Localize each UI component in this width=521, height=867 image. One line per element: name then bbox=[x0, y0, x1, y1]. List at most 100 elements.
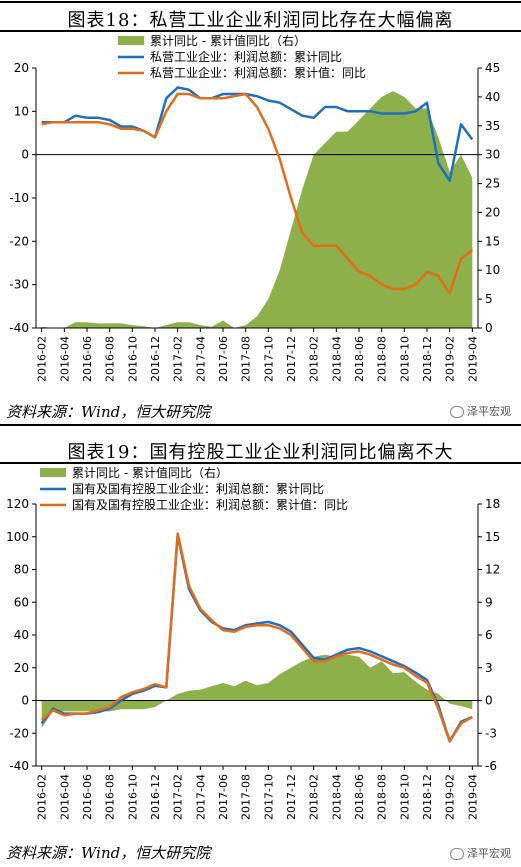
x-tick-label: 2018-10 bbox=[398, 336, 411, 382]
left-tick-label: 60 bbox=[14, 595, 29, 609]
x-tick-label: 2016-06 bbox=[81, 774, 94, 820]
x-tick-label: 2018-06 bbox=[353, 336, 366, 382]
right-tick-label: 45 bbox=[485, 61, 500, 75]
area-series bbox=[41, 91, 473, 328]
x-tick-label: 2018-04 bbox=[330, 774, 343, 820]
title-rule bbox=[0, 462, 521, 464]
x-tick-label: 2018-12 bbox=[421, 336, 434, 382]
left-tick-label: -40 bbox=[9, 759, 29, 773]
right-tick-label: 15 bbox=[485, 234, 500, 248]
watermark-text: 泽平宏观 bbox=[467, 847, 511, 860]
x-tick-label: 2018-02 bbox=[308, 336, 321, 382]
x-tick-label: 2016-04 bbox=[58, 336, 71, 382]
x-tick-label: 2019-02 bbox=[444, 774, 457, 820]
watermark: 泽平宏观 bbox=[450, 403, 511, 419]
x-tick-label: 2017-04 bbox=[194, 774, 207, 820]
legend-label: 私营工业企业：利润总额：累计值：同比 bbox=[150, 65, 366, 80]
source-note: 资料来源：Wind，恒大研究院 bbox=[6, 844, 211, 862]
right-tick-label: 15 bbox=[485, 530, 500, 544]
x-tick-label: 2017-12 bbox=[285, 774, 298, 820]
x-tick-label: 2017-10 bbox=[262, 336, 275, 382]
left-tick-label: -20 bbox=[9, 726, 29, 740]
x-tick-label: 2017-06 bbox=[217, 336, 230, 382]
legend-label: 国有及国有控股工业企业：利润总额：累计同比 bbox=[72, 481, 324, 496]
watermark: 泽平宏观 bbox=[450, 845, 511, 861]
left-tick-label: 80 bbox=[14, 563, 29, 577]
x-tick-label: 2016-04 bbox=[58, 774, 71, 820]
left-tick-label: -20 bbox=[9, 234, 29, 248]
left-tick-label: 0 bbox=[21, 694, 29, 708]
right-tick-label: 3 bbox=[485, 661, 493, 675]
left-tick-label: -30 bbox=[9, 278, 29, 292]
right-tick-label: 12 bbox=[485, 563, 500, 577]
x-tick-label: 2016-12 bbox=[149, 774, 162, 820]
x-tick-label: 2019-04 bbox=[466, 774, 479, 820]
x-tick-label: 2018-06 bbox=[353, 774, 366, 820]
x-tick-label: 2017-04 bbox=[194, 336, 207, 382]
x-tick-label: 2016-10 bbox=[126, 336, 139, 382]
x-tick-label: 2017-08 bbox=[240, 336, 253, 382]
x-tick-label: 2018-04 bbox=[330, 336, 343, 382]
left-tick-label: 0 bbox=[21, 148, 29, 162]
right-tick-label: 0 bbox=[485, 694, 493, 708]
x-tick-label: 2019-02 bbox=[444, 336, 457, 382]
right-tick-label: 5 bbox=[485, 292, 493, 306]
watermark-text: 泽平宏观 bbox=[467, 405, 511, 418]
right-tick-label: 9 bbox=[485, 595, 493, 609]
x-tick-label: 2018-08 bbox=[376, 336, 389, 382]
right-tick-label: 0 bbox=[485, 321, 493, 335]
right-tick-label: 18 bbox=[485, 497, 500, 511]
legend-label: 累计同比 - 累计值同比（右） bbox=[150, 33, 306, 48]
chart-title: 图表19：国有控股工业企业利润同比偏离不大 bbox=[67, 442, 454, 463]
line-series bbox=[40, 532, 473, 743]
top-rule bbox=[0, 1, 521, 3]
line-series bbox=[40, 533, 473, 743]
legend-label: 累计同比 - 累计值同比（右） bbox=[72, 465, 228, 480]
chart-plot: 累计同比 - 累计值同比（右）私营工业企业：利润总额：累计同比私营工业企业：利润… bbox=[9, 33, 500, 382]
x-tick-label: 2017-10 bbox=[262, 774, 275, 820]
x-tick-label: 2018-10 bbox=[398, 774, 411, 820]
source-note: 资料来源：Wind，恒大研究院 bbox=[6, 403, 211, 421]
section-rule bbox=[0, 424, 521, 426]
left-tick-label: 120 bbox=[6, 497, 29, 511]
legend-label: 私营工业企业：利润总额：累计同比 bbox=[150, 49, 342, 64]
x-tick-label: 2017-08 bbox=[240, 774, 253, 820]
left-tick-label: 100 bbox=[6, 530, 29, 544]
left-tick-label: -40 bbox=[9, 321, 29, 335]
chart-title: 图表18：私营工业企业利润同比存在大幅偏离 bbox=[67, 10, 454, 31]
x-tick-label: 2019-04 bbox=[466, 336, 479, 382]
chart-plot: 累计同比 - 累计值同比（右）国有及国有控股工业企业：利润总额：累计同比国有及国… bbox=[6, 465, 500, 820]
x-tick-label: 2017-02 bbox=[172, 336, 185, 382]
x-tick-label: 2017-06 bbox=[217, 774, 230, 820]
watermark-icon bbox=[450, 848, 464, 860]
right-tick-label: 35 bbox=[485, 119, 500, 133]
legend-swatch bbox=[40, 468, 66, 477]
x-tick-label: 2018-08 bbox=[376, 774, 389, 820]
x-tick-label: 2018-12 bbox=[421, 774, 434, 820]
x-tick-label: 2016-08 bbox=[104, 774, 117, 820]
x-tick-label: 2016-10 bbox=[126, 774, 139, 820]
right-tick-label: 6 bbox=[485, 628, 493, 642]
line-series bbox=[41, 86, 474, 182]
x-tick-label: 2016-02 bbox=[36, 774, 49, 820]
right-tick-label: -3 bbox=[485, 726, 497, 740]
right-tick-label: 25 bbox=[485, 177, 500, 191]
line-series bbox=[41, 92, 474, 295]
area-series bbox=[41, 654, 473, 728]
right-tick-label: 20 bbox=[485, 205, 500, 219]
right-tick-label: -6 bbox=[485, 759, 497, 773]
x-tick-label: 2018-02 bbox=[308, 774, 321, 820]
title-rule bbox=[0, 30, 521, 32]
right-tick-label: 30 bbox=[485, 148, 500, 162]
left-tick-label: -10 bbox=[9, 191, 29, 205]
legend-swatch bbox=[118, 36, 144, 45]
legend-label: 国有及国有控股工业企业：利润总额：累计值：同比 bbox=[72, 497, 348, 512]
left-tick-label: 40 bbox=[14, 628, 29, 642]
x-tick-label: 2016-06 bbox=[81, 336, 94, 382]
right-tick-label: 10 bbox=[485, 263, 500, 277]
x-tick-label: 2016-08 bbox=[104, 336, 117, 382]
x-tick-label: 2017-12 bbox=[285, 336, 298, 382]
watermark-icon bbox=[450, 406, 464, 418]
x-tick-label: 2016-02 bbox=[36, 336, 49, 382]
left-tick-label: 20 bbox=[14, 661, 29, 675]
